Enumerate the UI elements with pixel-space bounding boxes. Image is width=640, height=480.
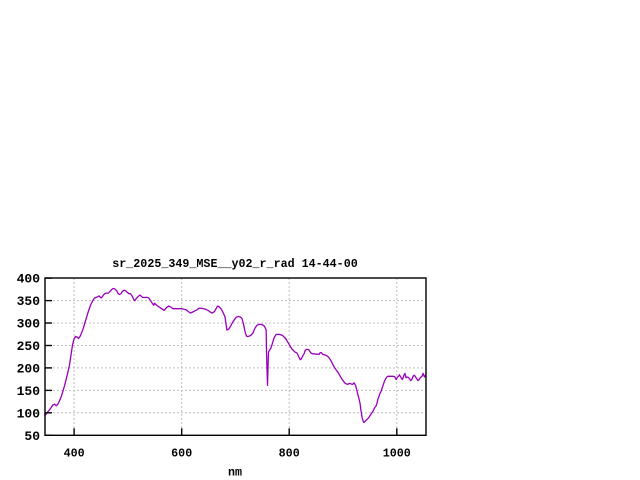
svg-text:200: 200: [17, 362, 41, 377]
svg-text:400: 400: [17, 272, 41, 287]
svg-text:800: 800: [279, 447, 300, 461]
svg-text:50: 50: [24, 429, 40, 444]
svg-text:600: 600: [171, 447, 192, 461]
svg-text:150: 150: [17, 384, 41, 399]
svg-text:1000: 1000: [383, 447, 411, 461]
svg-text:250: 250: [17, 339, 41, 354]
svg-text:100: 100: [17, 406, 41, 421]
svg-text:350: 350: [17, 294, 41, 309]
svg-text:nm: nm: [228, 466, 242, 480]
svg-text:400: 400: [64, 447, 85, 461]
svg-text:sr_2025_349_MSE__y02_r_rad 14-: sr_2025_349_MSE__y02_r_rad 14-44-00: [112, 257, 357, 271]
svg-text:300: 300: [17, 317, 41, 332]
